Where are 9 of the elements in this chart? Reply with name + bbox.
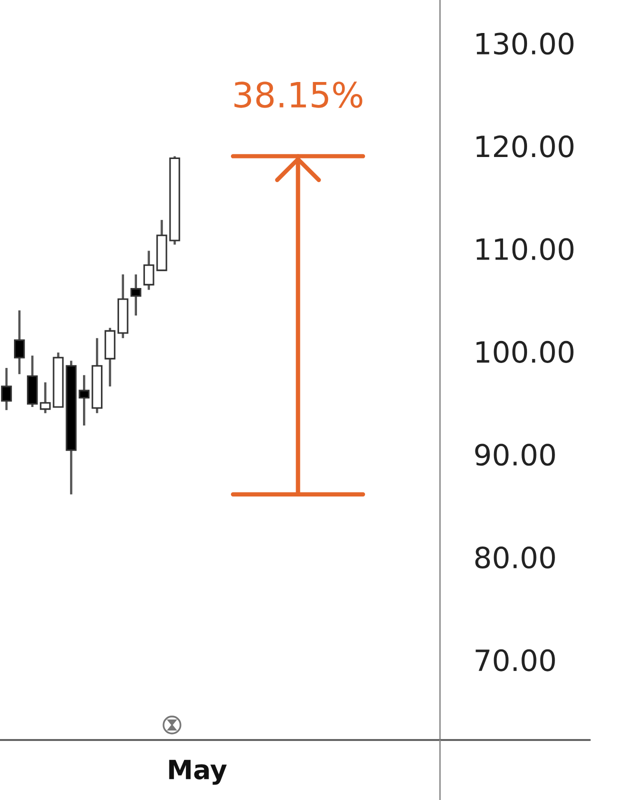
text: May (169, 760, 227, 785)
y-tick-label: 130.00 (476, 32, 574, 55)
y-tick-label: 110.00 (476, 238, 574, 260)
y-tick-label: 90.00 (475, 444, 555, 466)
y-tick-label: 100.00 (476, 340, 574, 363)
y-tick-label: 80.00 (475, 546, 555, 569)
y-tick-label: 120.00 (476, 135, 574, 158)
annotation: 38.15% (234, 82, 362, 108)
y-tick-label: 70.00 (476, 649, 555, 672)
